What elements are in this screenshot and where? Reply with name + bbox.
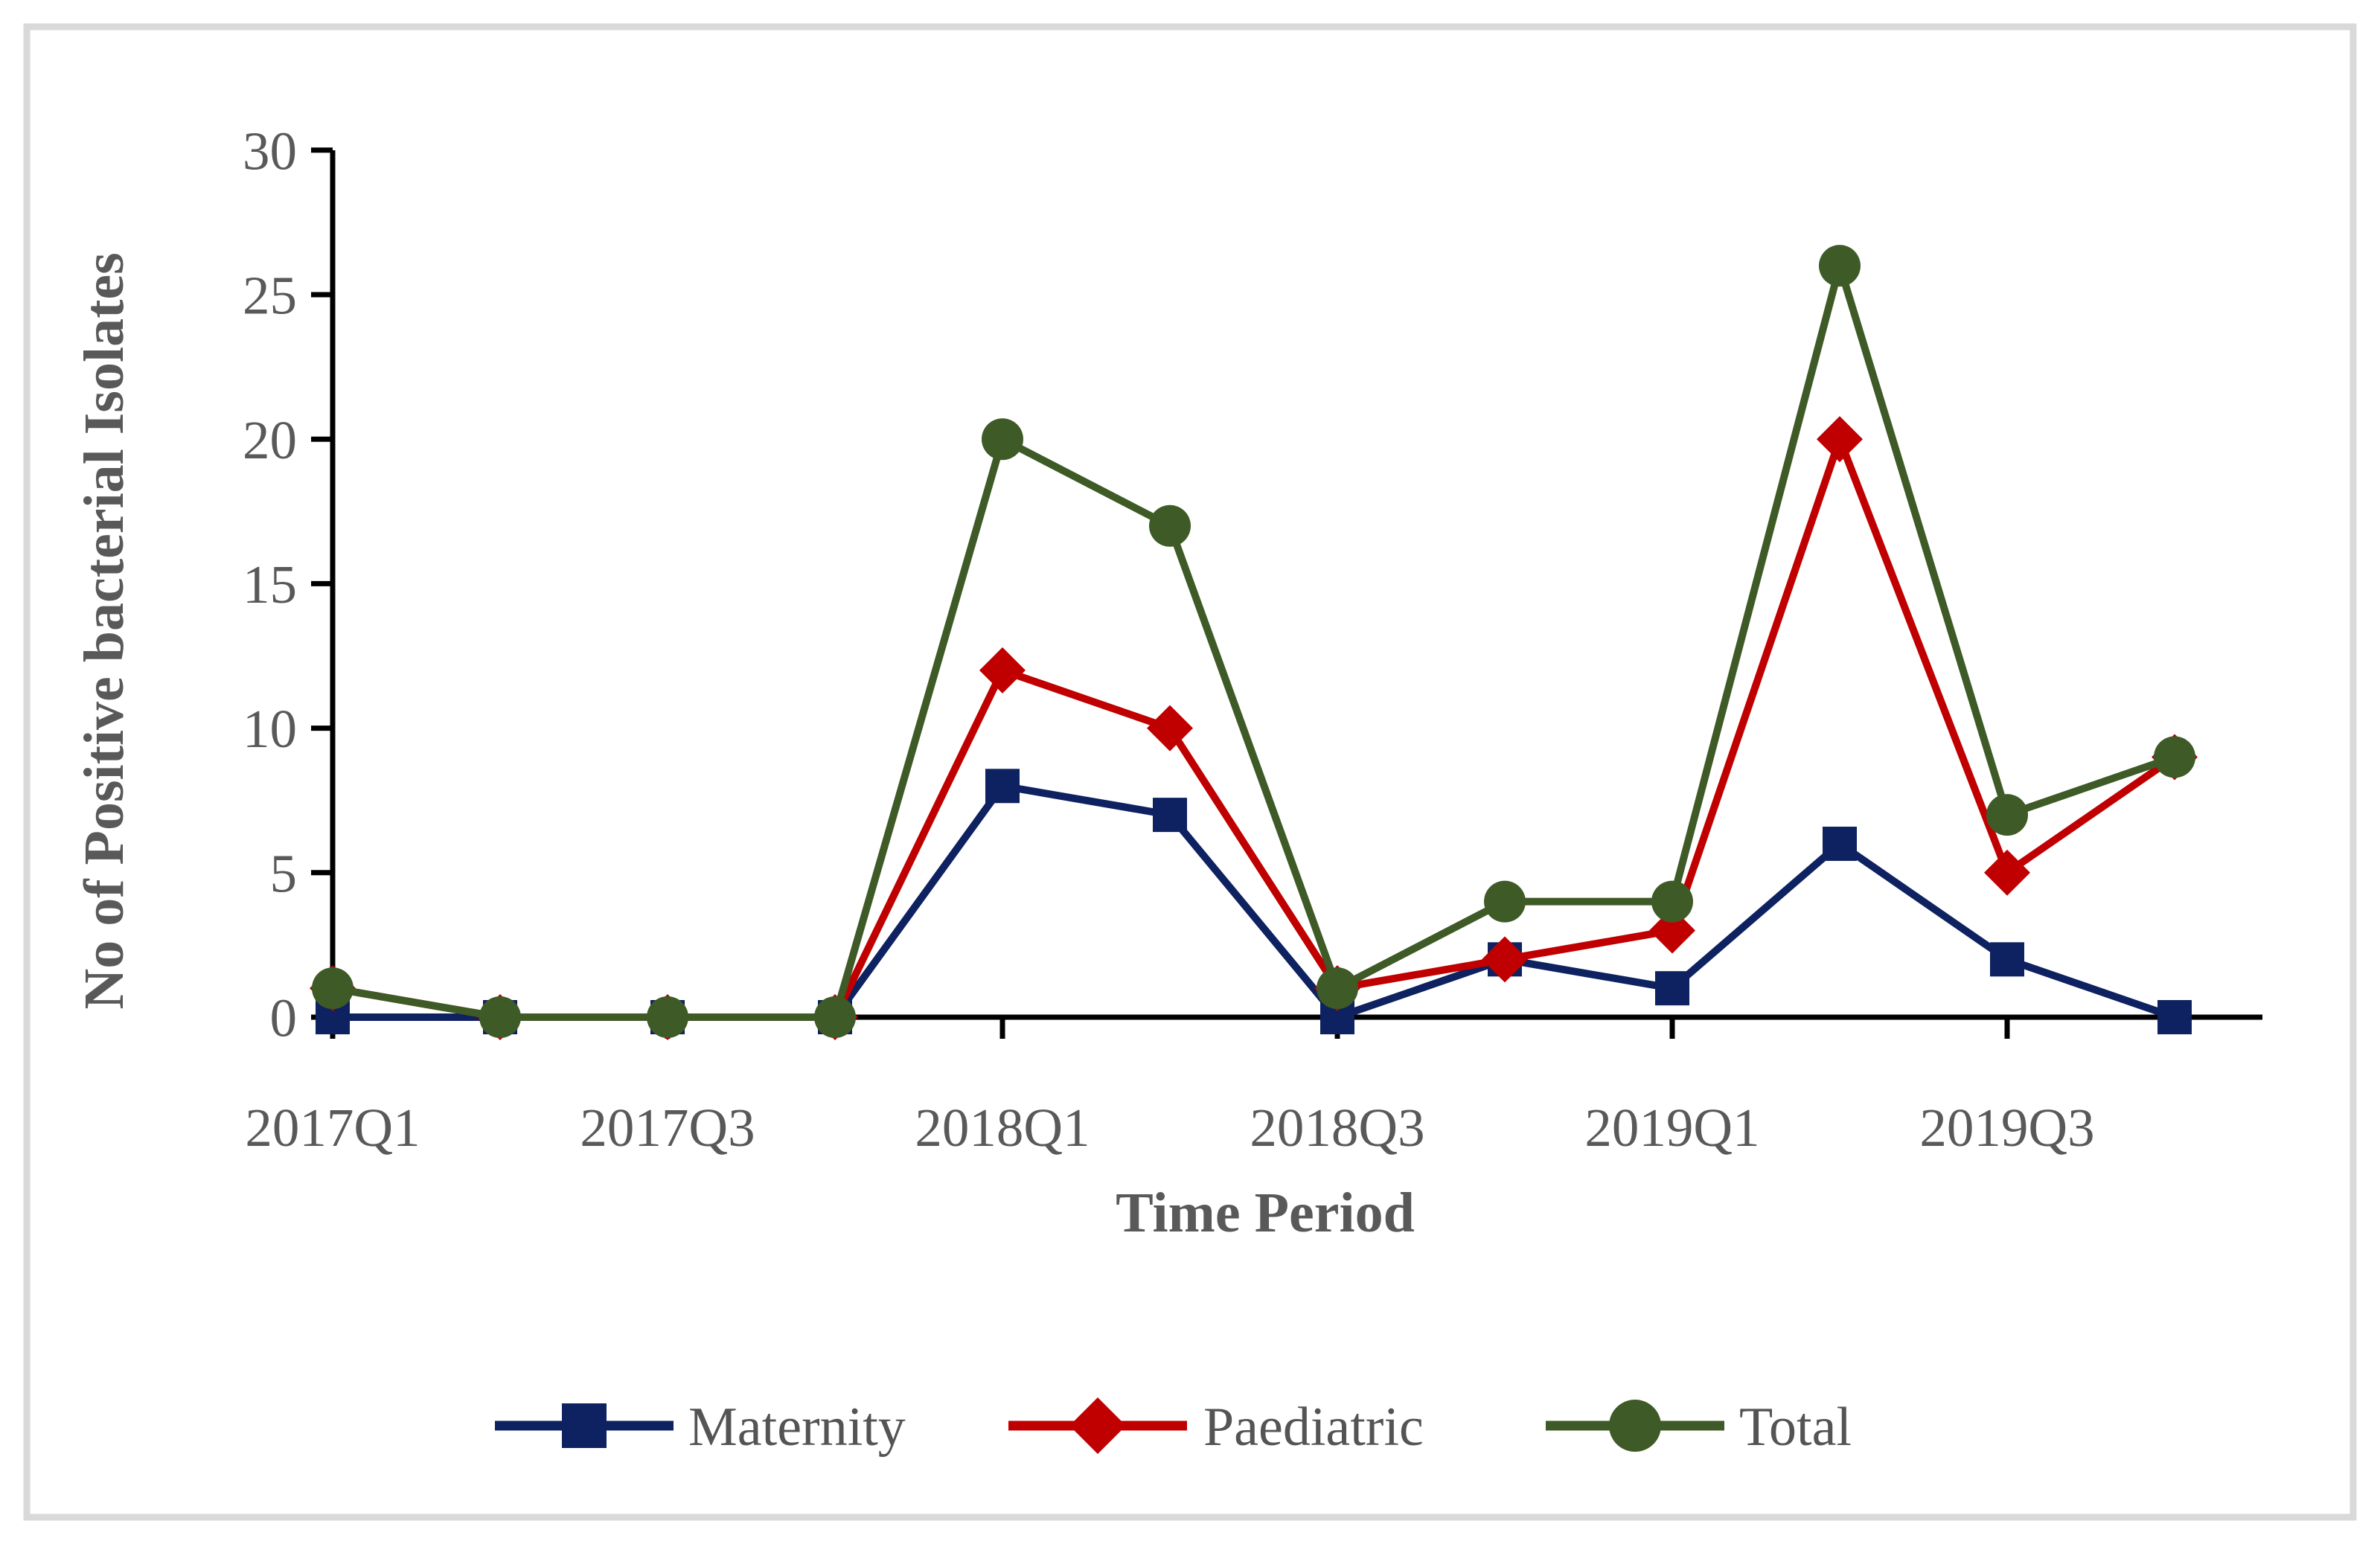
data-point-diamond bbox=[1069, 1397, 1126, 1454]
y-axis-title: No of Positive bacterial Isolates bbox=[73, 252, 135, 1009]
y-tick-label: 15 bbox=[243, 554, 297, 615]
data-point-square bbox=[1655, 971, 1689, 1006]
data-point-circle bbox=[1609, 1400, 1661, 1452]
data-point-circle bbox=[1986, 794, 2028, 836]
data-point-circle bbox=[814, 996, 856, 1038]
data-point-circle bbox=[479, 996, 521, 1038]
data-point-circle bbox=[1651, 880, 1693, 923]
legend: Maternity Paediatric Total bbox=[495, 1397, 1852, 1458]
x-tick-label: 2017Q3 bbox=[580, 1098, 755, 1158]
data-point-diamond bbox=[1649, 907, 1695, 954]
data-point-circle bbox=[312, 967, 354, 1010]
legend-item-paediatric: Paediatric bbox=[1008, 1397, 1424, 1458]
data-point-diamond bbox=[1984, 849, 2030, 896]
data-point-square bbox=[562, 1403, 607, 1448]
x-tick-label: 2019Q1 bbox=[1584, 1098, 1759, 1158]
x-tick-label: 2017Q1 bbox=[245, 1098, 420, 1158]
data-point-square bbox=[1990, 942, 2024, 977]
series-line bbox=[332, 252, 2176, 1021]
data-point-diamond bbox=[1817, 416, 1863, 463]
data-point-square bbox=[985, 769, 1020, 804]
data-point-circle bbox=[1317, 967, 1358, 1010]
series-total bbox=[312, 245, 2195, 1038]
legend-item-maternity: Maternity bbox=[495, 1397, 906, 1458]
legend-label: Maternity bbox=[688, 1397, 906, 1458]
legend-item-total: Total bbox=[1546, 1397, 1852, 1458]
data-point-circle bbox=[1819, 245, 1861, 287]
data-point-square bbox=[1153, 798, 1187, 833]
figure-border bbox=[23, 23, 2357, 1521]
x-tick-label: 2018Q1 bbox=[915, 1098, 1090, 1158]
legend-label: Total bbox=[1739, 1397, 1852, 1458]
x-tick-label: 2018Q3 bbox=[1250, 1098, 1424, 1158]
data-point-circle bbox=[647, 996, 688, 1038]
data-point-diamond bbox=[1482, 936, 1528, 983]
data-point-circle bbox=[982, 418, 1023, 461]
x-tick-label: 2019Q3 bbox=[1919, 1098, 2094, 1158]
y-tick-label: 5 bbox=[270, 843, 298, 903]
x-axis-title: Time Period bbox=[1116, 1182, 1415, 1244]
data-point-square bbox=[2157, 1000, 2192, 1034]
y-tick-label: 0 bbox=[270, 988, 298, 1048]
data-point-circle bbox=[1149, 504, 1191, 547]
y-tick-label: 20 bbox=[243, 410, 297, 470]
data-point-square bbox=[1823, 826, 1857, 861]
data-point-diamond bbox=[1147, 705, 1193, 752]
data-point-circle bbox=[2154, 736, 2195, 778]
y-tick-label: 25 bbox=[243, 266, 297, 326]
y-tick-label: 10 bbox=[243, 699, 297, 759]
data-point-circle bbox=[1484, 880, 1526, 923]
y-tick-label: 30 bbox=[243, 121, 297, 181]
data-point-diamond bbox=[979, 647, 1026, 693]
legend-label: Paediatric bbox=[1203, 1397, 1424, 1458]
